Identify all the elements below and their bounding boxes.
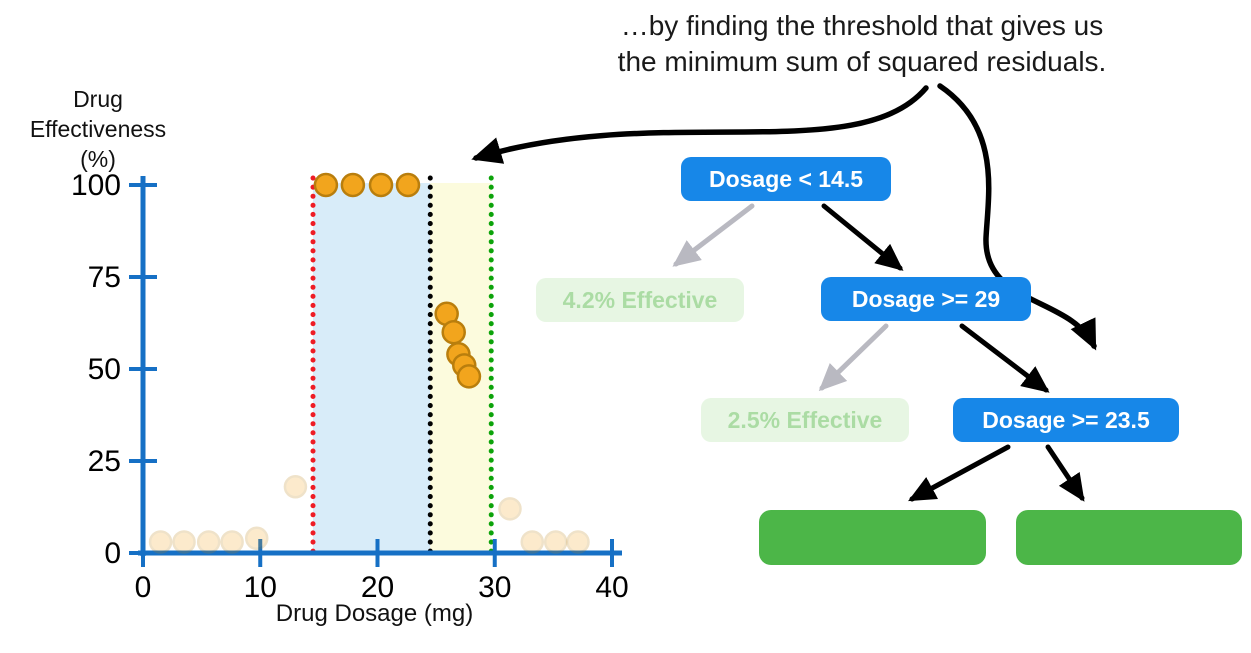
tree-node-25-effective-faded: 2.5% Effective <box>701 398 909 442</box>
y-tick-label: 75 <box>88 261 121 294</box>
caption-line-1: …by finding the threshold that gives us <box>620 10 1104 41</box>
scatter-plot: 0 25 50 75 100 0 10 20 30 40 <box>71 169 629 604</box>
y-axis-title-line-3: (%) <box>80 146 116 172</box>
tree-node-42-effective-faded: 4.2% Effective <box>536 278 744 322</box>
y-axis-title-line-1: Drug <box>73 86 123 112</box>
data-point-faded <box>283 475 308 499</box>
arrow-dosage29-to-dosage235 <box>959 323 1050 393</box>
data-point-faded <box>196 530 221 554</box>
y-tick-label: 100 <box>71 169 121 202</box>
caption: …by finding the threshold that gives us … <box>500 8 1224 80</box>
data-point <box>395 172 421 198</box>
data-point-faded <box>566 530 590 554</box>
y-tick-label: 0 <box>104 537 121 570</box>
curved-arrow-to-plot <box>471 85 929 164</box>
y-tick-label: 25 <box>88 445 121 478</box>
data-point <box>340 172 366 198</box>
x-axis-title: Drug Dosage (mg) <box>275 600 474 627</box>
tree-leaf-box-right <box>1016 510 1242 565</box>
data-point <box>441 319 466 345</box>
data-point-faded <box>172 530 196 554</box>
data-point-faded <box>543 530 568 554</box>
arrow-root-to-dosage29 <box>821 203 904 271</box>
data-point-faded <box>244 526 269 551</box>
x-tick-label: 0 <box>135 571 152 604</box>
y-axis-title-line-2: Effectiveness <box>29 116 167 142</box>
tree-leaf-box-left <box>759 510 986 565</box>
y-tick-label: 50 <box>88 353 121 386</box>
data-point <box>456 364 482 389</box>
caption-line-2: the minimum sum of squared residuals. <box>617 46 1107 77</box>
data-point <box>368 172 394 198</box>
tree-node-dosage-ge-29: Dosage >= 29 <box>821 277 1031 321</box>
data-point-faded <box>498 497 522 521</box>
tree-arrows <box>672 203 1085 502</box>
arrow-dosage235-to-left-leaf <box>908 444 1011 502</box>
tree-node-dosage-ge-235: Dosage >= 23.5 <box>953 398 1179 442</box>
data-point <box>313 172 339 198</box>
region-blue-split <box>313 183 431 552</box>
data-point-faded <box>520 530 545 554</box>
x-tick-label: 30 <box>478 571 511 604</box>
arrow-dosage29-to-25-leaf <box>818 323 889 392</box>
data-point-faded <box>220 530 244 554</box>
annotation-arrows <box>471 83 1097 351</box>
x-tick-label: 20 <box>361 571 394 604</box>
arrow-dosage235-to-right-leaf <box>1045 444 1085 502</box>
arrow-root-to-42-leaf <box>672 203 755 267</box>
x-tick-label: 10 <box>244 571 277 604</box>
y-axis-title: Drug Effectiveness (%) <box>18 84 178 174</box>
x-tick-label: 40 <box>595 571 628 604</box>
tree-node-root: Dosage < 14.5 <box>681 157 891 201</box>
curved-arrow-to-dosage235-node <box>937 83 1097 351</box>
data-point-faded <box>148 530 173 554</box>
